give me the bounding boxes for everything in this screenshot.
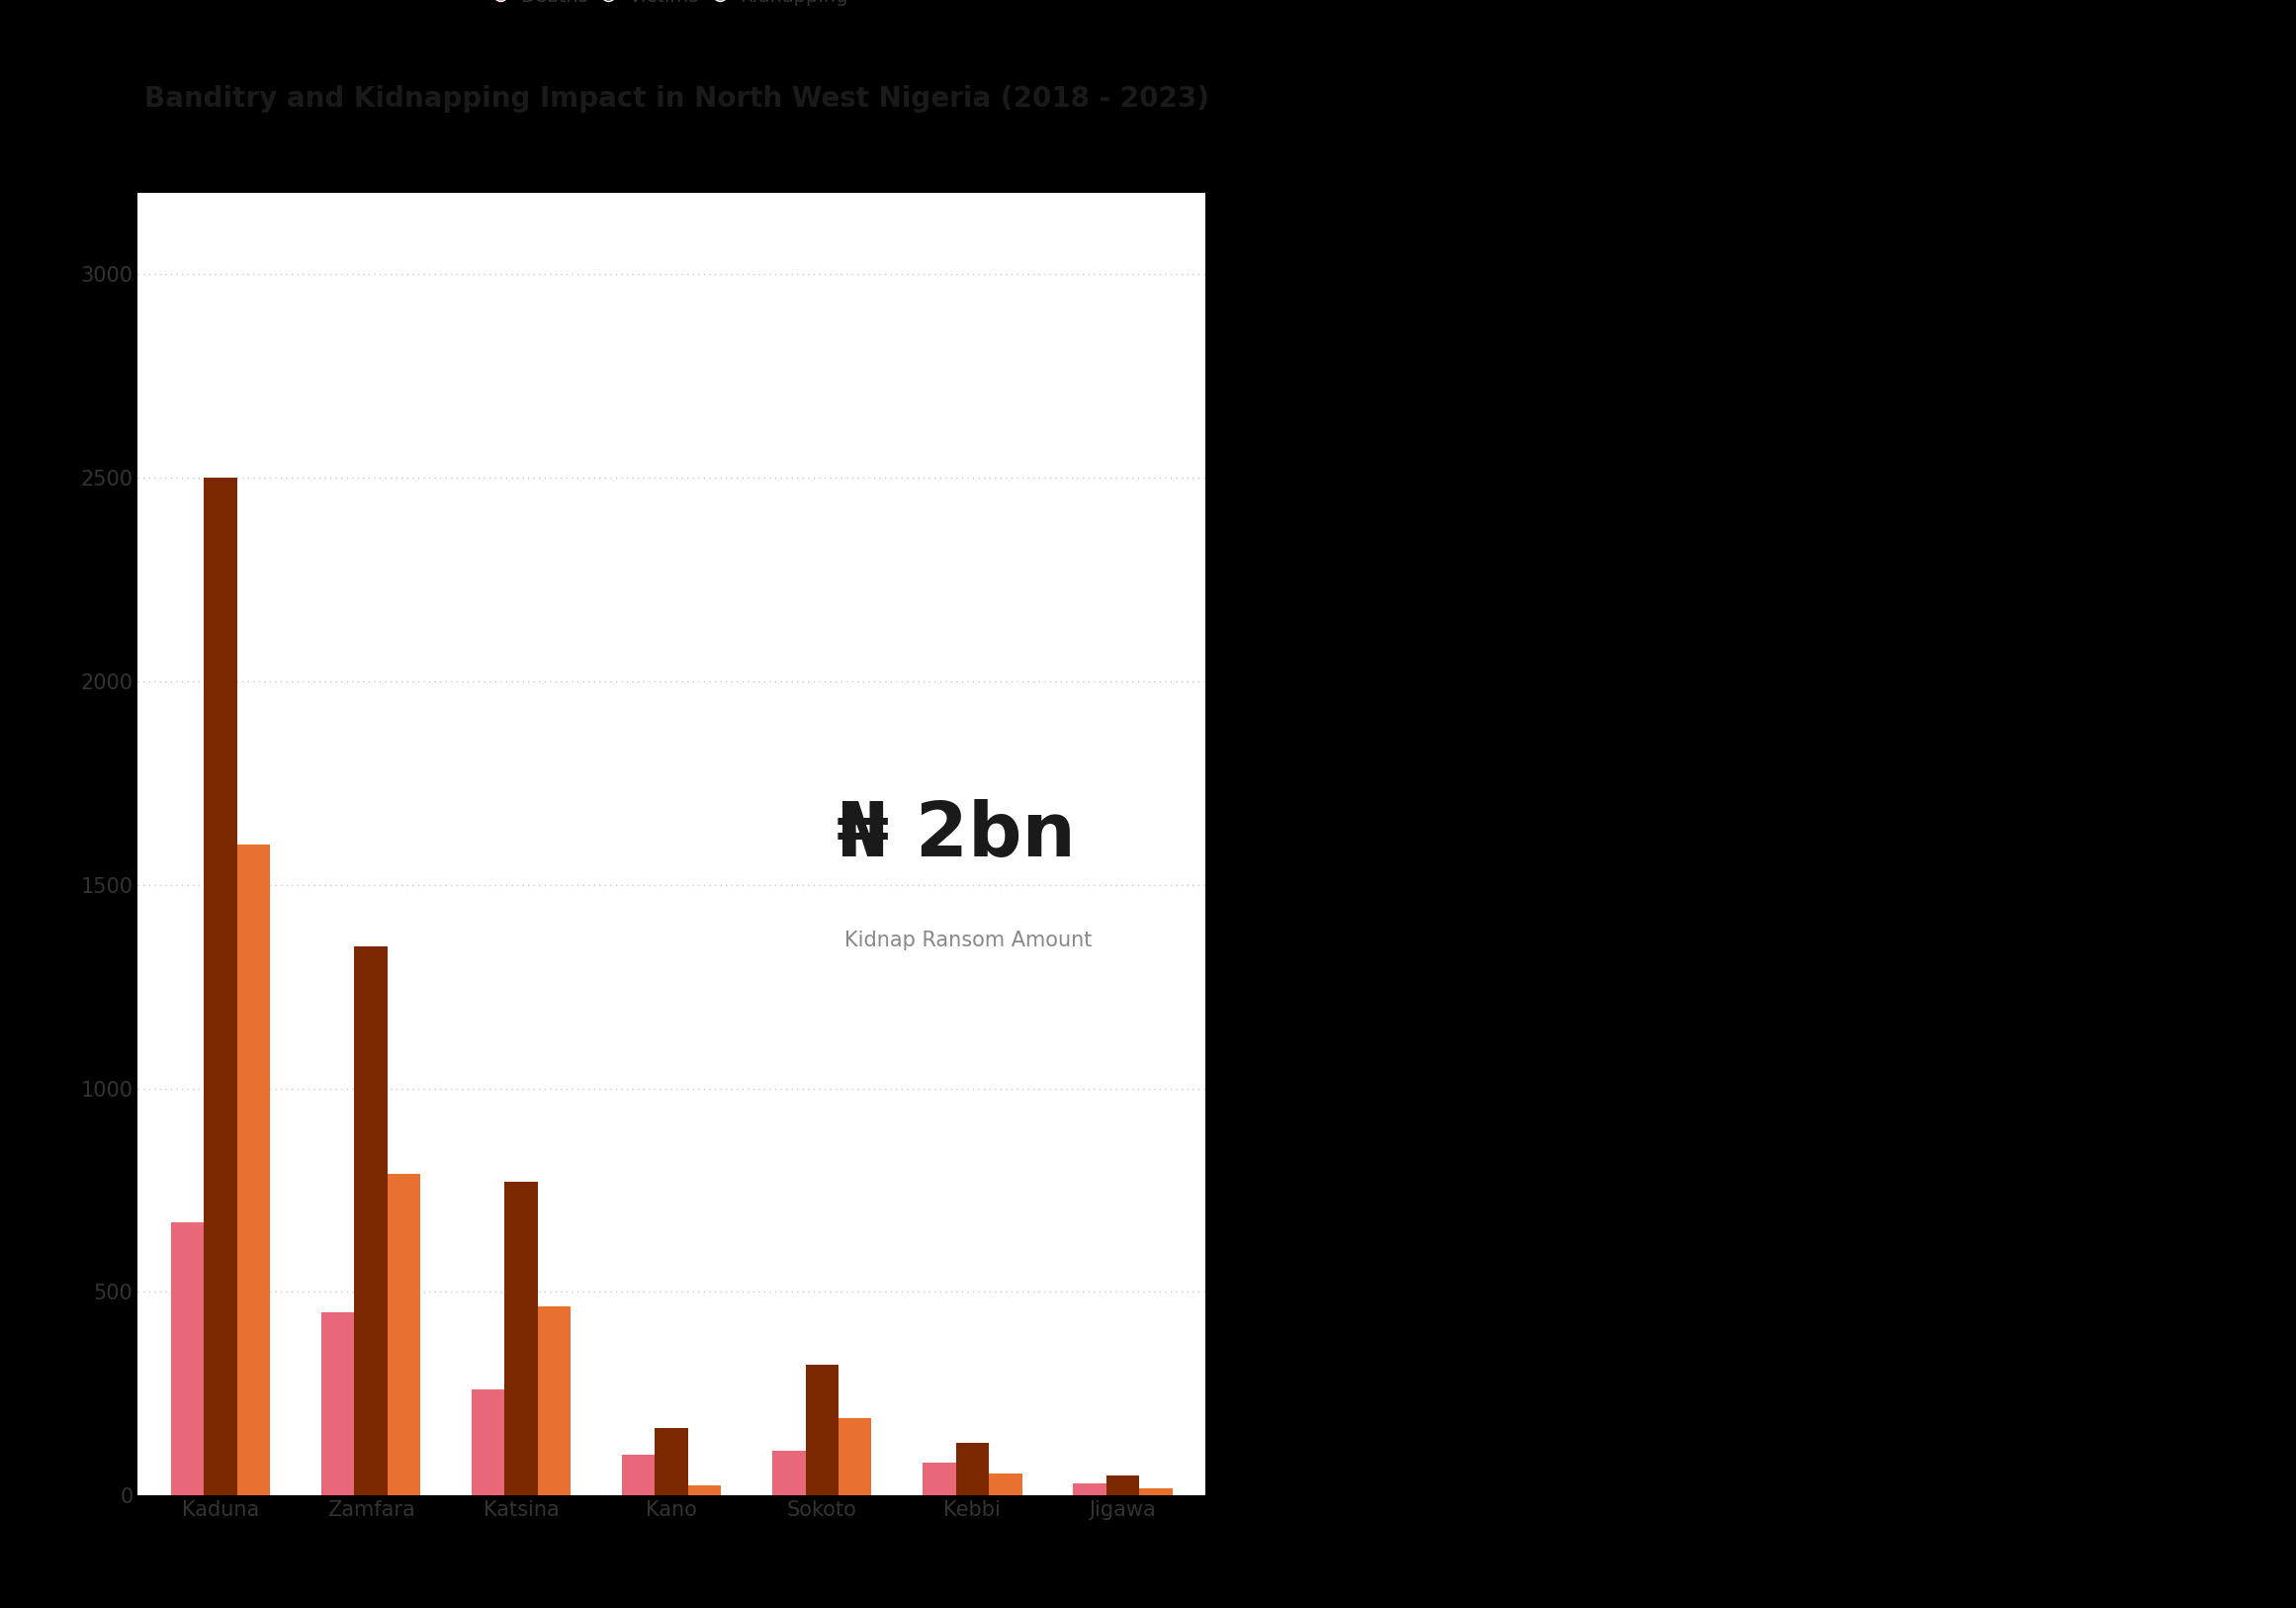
Bar: [471, 1389, 505, 1495]
Bar: [771, 1450, 806, 1495]
Text: Banditry and Kidnapping Impact in North West Nigeria (2018 - 2023): Banditry and Kidnapping Impact in North …: [145, 85, 1210, 113]
Bar: [1139, 1487, 1173, 1495]
Bar: [388, 1174, 420, 1495]
Legend: Deaths, Victims, Kidnapping: Deaths, Victims, Kidnapping: [489, 0, 854, 11]
Bar: [1072, 1483, 1107, 1495]
Bar: [321, 1312, 354, 1495]
Text: Kidnap Ransom Amount: Kidnap Ransom Amount: [845, 931, 1093, 950]
Bar: [204, 478, 236, 1495]
Bar: [806, 1365, 838, 1495]
Bar: [654, 1428, 689, 1495]
Bar: [354, 946, 388, 1495]
Bar: [990, 1473, 1022, 1495]
Bar: [923, 1463, 955, 1495]
Bar: [622, 1455, 654, 1495]
Bar: [955, 1442, 990, 1495]
Bar: [537, 1306, 572, 1495]
Bar: [236, 844, 271, 1495]
Bar: [170, 1222, 204, 1495]
Bar: [838, 1418, 872, 1495]
Bar: [689, 1486, 721, 1495]
Bar: [505, 1182, 537, 1495]
Text: ₦ 2bn: ₦ 2bn: [838, 799, 1077, 873]
Bar: [1107, 1475, 1139, 1495]
